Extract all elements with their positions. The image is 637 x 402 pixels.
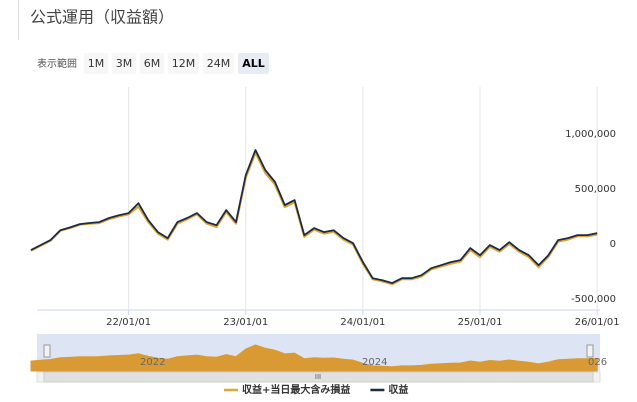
range-button-label[interactable]: ALL — [242, 57, 265, 70]
y-tick-label: 0 — [610, 239, 616, 250]
navigator-label: 2024 — [362, 357, 387, 368]
x-tick-label: 24/01/01 — [340, 317, 385, 328]
range-button[interactable]: 1M — [84, 53, 108, 74]
y-tick-label: 500,000 — [575, 184, 616, 195]
range-button-bg[interactable] — [238, 53, 269, 74]
navigator: 2022 2024 026 III — [30, 334, 607, 383]
range-button-label[interactable]: 3M — [116, 57, 133, 70]
range-button[interactable]: ALL — [238, 53, 269, 74]
legend-label[interactable]: 収益+当日最大含み損益 — [242, 383, 350, 396]
title: 公式運用（収益額） — [30, 8, 174, 27]
range-button-bg[interactable] — [140, 53, 164, 74]
navigator-handle[interactable] — [43, 344, 51, 358]
legend-item[interactable]: 収益 — [370, 383, 408, 396]
x-tick-label: 25/01/01 — [458, 317, 503, 328]
x-tick-label: 26/01/01 — [575, 317, 620, 328]
range-button[interactable]: 6M — [140, 53, 164, 74]
legend: 収益+当日最大含み損益 収益 — [224, 383, 408, 396]
navigator-label: 026 — [588, 357, 607, 368]
y-tick-label: -500,000 — [571, 294, 616, 305]
x-tick-label: 23/01/01 — [223, 317, 268, 328]
legend-label[interactable]: 収益 — [388, 383, 408, 396]
navigator-label: 2022 — [140, 357, 165, 368]
scrollbar-grip: III — [315, 373, 321, 381]
series-line — [30, 149, 598, 284]
range-button-label[interactable]: 24M — [207, 57, 231, 70]
range-button-bg[interactable] — [112, 53, 136, 74]
range-button-bg[interactable] — [203, 53, 234, 74]
y-tick-label: 1,000,000 — [565, 129, 616, 140]
range-button-label[interactable]: 1M — [88, 57, 105, 70]
range-button[interactable]: 3M — [112, 53, 136, 74]
range-button-label[interactable]: 6M — [144, 57, 161, 70]
plot: 22/01/01 23/01/01 24/01/01 25/01/01 26/01/01… — [30, 87, 620, 328]
series-line — [30, 151, 598, 286]
range-button-bg[interactable] — [84, 53, 108, 74]
x-tick-label: 22/01/01 — [106, 317, 151, 328]
range-button[interactable]: 24M — [203, 53, 234, 74]
range-button[interactable]: 12M — [168, 53, 199, 74]
range-label: 表示範囲 — [37, 57, 77, 70]
range-button-bg[interactable] — [168, 53, 199, 74]
scrollbar-thumb[interactable] — [43, 371, 594, 383]
range-buttons: 1M 3M 6M 12M 24M ALL — [84, 53, 269, 74]
range-button-label[interactable]: 12M — [172, 57, 196, 70]
navigator-area — [30, 344, 598, 372]
legend-item[interactable]: 収益+当日最大含み損益 — [224, 383, 350, 396]
navigator-handle[interactable] — [586, 344, 594, 358]
